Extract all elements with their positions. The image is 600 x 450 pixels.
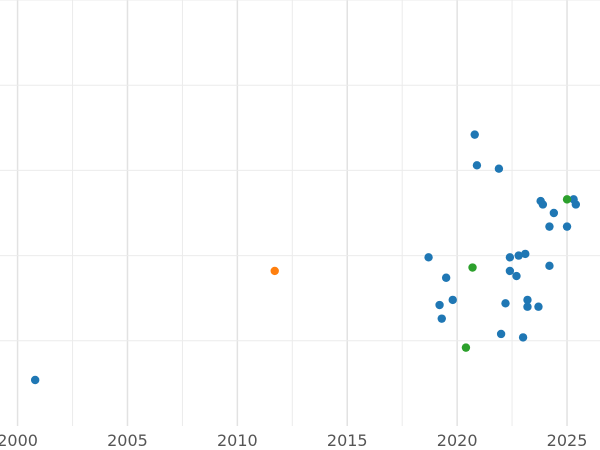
data-point [562,195,572,204]
data-point [518,333,528,342]
data-point [512,271,521,281]
x-axis-tick-labels: 2000 2005 2010 2015 2020 2025 [0,431,587,450]
data-point [494,164,504,173]
data-point [523,295,532,305]
data-point [441,273,451,282]
data-point [505,266,515,276]
data-point [30,375,40,385]
x-tick-label: 2015 [327,431,368,450]
x-tick-label: 2025 [547,431,588,450]
data-point [468,263,477,272]
data-point [545,222,554,231]
data-point [435,300,444,310]
data-point [521,249,530,259]
data-point [523,302,532,311]
data-point [472,161,482,170]
data-point [448,295,457,305]
data-point [437,314,446,323]
data-point [571,200,581,209]
data-point [461,343,471,352]
data-point [424,253,433,262]
grid-lines [0,0,600,426]
x-tick-label: 2000 [0,431,38,450]
data-point [534,302,543,311]
x-tick-label: 2020 [437,431,478,450]
scatter-points [30,130,581,385]
data-point [501,299,510,308]
data-point [505,253,515,262]
data-point [270,266,279,276]
x-tick-label: 2010 [217,431,258,450]
data-point [470,130,479,139]
data-point [562,222,572,231]
x-tick-label: 2005 [107,431,148,450]
data-point [549,208,559,218]
data-point [514,251,523,260]
data-point [496,329,506,339]
data-point [538,200,548,209]
data-point [545,261,554,271]
